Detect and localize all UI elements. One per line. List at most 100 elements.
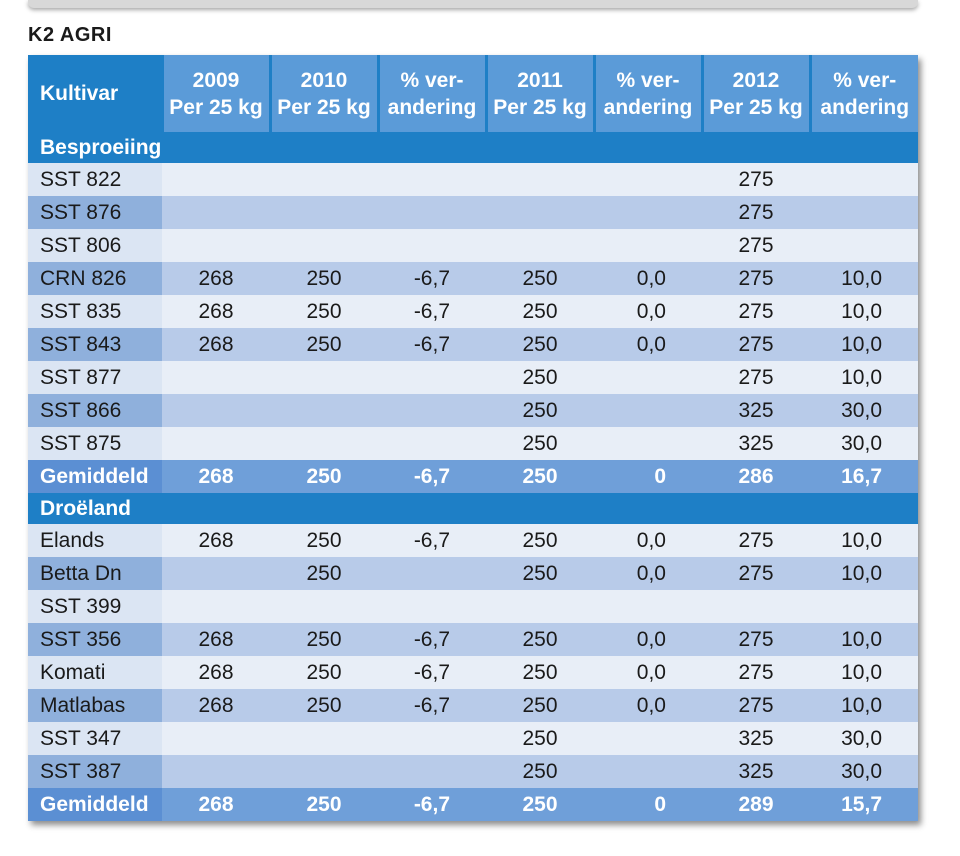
value-cell: 10,0	[810, 328, 918, 361]
table-row: SST 866 250 325 30,0	[28, 394, 918, 427]
column-header-line2: andering	[603, 95, 693, 119]
average-value-cell: 0	[594, 788, 702, 821]
value-cell: 250	[486, 394, 594, 427]
value-cell: 0,0	[594, 295, 702, 328]
column-header-line1: 2009	[192, 68, 240, 92]
average-value-cell: 0	[594, 460, 702, 493]
value-cell	[162, 394, 270, 427]
value-cell	[378, 557, 486, 590]
value-cell	[486, 163, 594, 196]
value-cell	[162, 755, 270, 788]
value-cell: 268	[162, 262, 270, 295]
value-cell: 10,0	[810, 623, 918, 656]
value-cell: 250	[486, 427, 594, 460]
value-cell: 250	[270, 295, 378, 328]
value-cell	[594, 427, 702, 460]
column-header-2: 2010 Per 25 kg	[270, 55, 380, 132]
column-header-line2: Per 25 kg	[169, 95, 263, 119]
cultivar-name-cell: SST 356	[28, 623, 162, 656]
column-header-6: 2012 Per 25 kg	[702, 55, 812, 132]
value-cell: 250	[270, 524, 378, 557]
value-cell	[378, 427, 486, 460]
cultivar-name-cell: SST 387	[28, 755, 162, 788]
value-cell	[810, 196, 918, 229]
price-table-panel: Kultivar 2009 Per 25 kg 2010 Per 25 kg% ver-…	[28, 55, 918, 821]
column-header-4: 2011 Per 25 kg	[486, 55, 596, 132]
section-header-row: Besproeiing	[28, 132, 918, 163]
value-cell	[594, 361, 702, 394]
value-cell	[378, 755, 486, 788]
table-row: SST 399	[28, 590, 918, 623]
value-cell: -6,7	[378, 262, 486, 295]
column-header-line1: Kultivar	[40, 82, 119, 105]
value-cell	[594, 590, 702, 623]
value-cell	[378, 196, 486, 229]
top-divider	[28, 0, 918, 8]
value-cell	[486, 229, 594, 262]
value-cell	[810, 590, 918, 623]
cultivar-name-cell: CRN 826	[28, 262, 162, 295]
value-cell	[270, 755, 378, 788]
price-table: Kultivar 2009 Per 25 kg 2010 Per 25 kg% ver-…	[28, 55, 918, 821]
table-row: Betta Dn 250 250 0,0 275 10,0	[28, 557, 918, 590]
table-row: SST 835 268 250 -6,7 250 0,0 275 10,0	[28, 295, 918, 328]
table-row: SST 347 250 325 30,0	[28, 722, 918, 755]
value-cell: 250	[486, 524, 594, 557]
column-header-3: % ver-andering	[378, 55, 488, 132]
value-cell: 250	[486, 262, 594, 295]
value-cell	[270, 427, 378, 460]
value-cell: 275	[702, 229, 810, 262]
value-cell	[594, 229, 702, 262]
average-label-cell: Gemiddeld	[28, 788, 162, 821]
table-row: SST 875 250 325 30,0	[28, 427, 918, 460]
company-name: K2 AGRI	[28, 24, 112, 46]
value-cell: 325	[702, 755, 810, 788]
column-header-1: 2009 Per 25 kg	[162, 55, 272, 132]
value-cell: 10,0	[810, 361, 918, 394]
table-body: Besproeiing SST 822 275 SST 876 275 SST 806 27…	[28, 132, 918, 821]
value-cell	[378, 361, 486, 394]
value-cell	[270, 722, 378, 755]
value-cell: 0,0	[594, 689, 702, 722]
value-cell	[162, 361, 270, 394]
average-value-cell: 16,7	[810, 460, 918, 493]
cultivar-name-cell: SST 877	[28, 361, 162, 394]
average-value-cell: 15,7	[810, 788, 918, 821]
value-cell: 275	[702, 163, 810, 196]
table-header-row: Kultivar 2009 Per 25 kg 2010 Per 25 kg% ver-…	[28, 55, 918, 132]
average-value-cell: 268	[162, 460, 270, 493]
value-cell: 325	[702, 722, 810, 755]
value-cell: 10,0	[810, 295, 918, 328]
value-cell	[594, 394, 702, 427]
value-cell: 275	[702, 262, 810, 295]
value-cell: 250	[270, 262, 378, 295]
cultivar-name-cell: SST 399	[28, 590, 162, 623]
value-cell	[594, 163, 702, 196]
value-cell: 250	[486, 557, 594, 590]
column-header-line2: Per 25 kg	[493, 95, 587, 119]
value-cell: 10,0	[810, 689, 918, 722]
value-cell	[702, 590, 810, 623]
value-cell	[378, 394, 486, 427]
value-cell: -6,7	[378, 623, 486, 656]
value-cell	[270, 163, 378, 196]
value-cell: 0,0	[594, 656, 702, 689]
value-cell: 275	[702, 295, 810, 328]
value-cell	[810, 163, 918, 196]
value-cell	[162, 229, 270, 262]
value-cell	[162, 163, 270, 196]
column-header-line2: andering	[387, 95, 477, 119]
value-cell: 10,0	[810, 656, 918, 689]
value-cell	[378, 590, 486, 623]
value-cell: 250	[486, 295, 594, 328]
value-cell: 275	[702, 361, 810, 394]
column-header-7: % ver-andering	[810, 55, 918, 132]
value-cell	[486, 590, 594, 623]
table-row: SST 356 268 250 -6,7 250 0,0 275 10,0	[28, 623, 918, 656]
value-cell: 10,0	[810, 524, 918, 557]
value-cell	[162, 196, 270, 229]
value-cell: 275	[702, 328, 810, 361]
value-cell: 275	[702, 557, 810, 590]
value-cell: -6,7	[378, 689, 486, 722]
value-cell: 250	[270, 557, 378, 590]
